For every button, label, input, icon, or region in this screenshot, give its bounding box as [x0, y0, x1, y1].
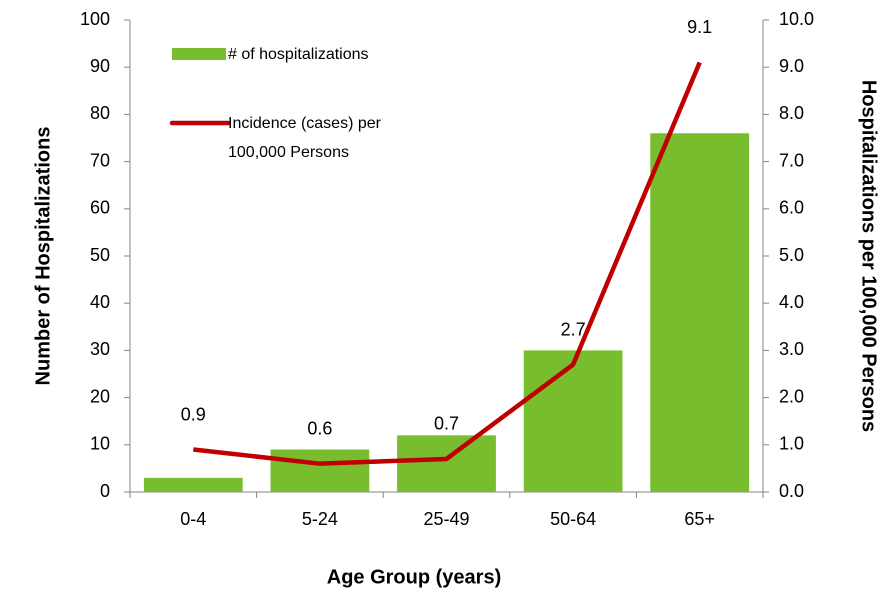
y2-tick-label: 10.0 — [779, 9, 814, 29]
y2-tick-label: 9.0 — [779, 56, 804, 76]
y-tick-label: 10 — [90, 434, 110, 454]
data-label: 0.7 — [434, 414, 459, 434]
y2-axis-title: Hospitalizations per 100,000 Persons — [858, 80, 880, 432]
legend-entry: # of hospitalizations — [228, 45, 369, 63]
x-tick-label: 5-24 — [302, 509, 338, 529]
legend-entry: Incidence (cases) per 100,000 Persons — [228, 114, 381, 161]
x-tick-label: 65+ — [684, 509, 715, 529]
legend-label: # of hospitalizations — [228, 45, 369, 63]
y-tick-label: 90 — [90, 56, 110, 76]
bar — [650, 133, 750, 492]
data-label: 2.7 — [561, 319, 586, 339]
y-axis-title: Number of Hospitalizations — [32, 127, 54, 386]
y-tick-label: 80 — [90, 103, 110, 123]
legend-swatch — [172, 48, 226, 60]
y-tick-label: 30 — [90, 339, 110, 359]
bar — [143, 477, 243, 492]
data-label: 0.9 — [181, 404, 206, 424]
y-tick-label: 100 — [80, 9, 110, 29]
line — [193, 61, 702, 466]
bar — [270, 449, 370, 492]
x-tick-label: 0-4 — [180, 509, 206, 529]
y2-tick-label: 0.0 — [779, 481, 804, 501]
y-tick-label: 60 — [90, 198, 110, 218]
y2-tick-label: 8.0 — [779, 103, 804, 123]
y2-tick-label: 7.0 — [779, 150, 804, 170]
y-tick-label: 50 — [90, 245, 110, 265]
bar — [397, 435, 496, 492]
y-tick-label: 40 — [90, 292, 110, 312]
bar — [523, 350, 623, 492]
legend-label: Incidence (cases) per 100,000 Persons — [228, 114, 381, 161]
data-label: 0.6 — [307, 418, 332, 438]
y2-tick-label: 5.0 — [779, 245, 804, 265]
y-tick-label: 0 — [100, 481, 110, 501]
x-tick-label: 25-49 — [423, 509, 469, 529]
data-label: 9.1 — [687, 17, 712, 37]
y2-tick-label: 1.0 — [779, 434, 804, 454]
y-tick-label: 70 — [90, 150, 110, 170]
y2-tick-label: 2.0 — [779, 386, 804, 406]
x-axis-title: Age Group (years) — [327, 566, 501, 588]
y-tick-label: 20 — [90, 386, 110, 406]
x-tick-label: 50-64 — [550, 509, 596, 529]
y2-tick-label: 3.0 — [779, 339, 804, 359]
y2-tick-label: 6.0 — [779, 198, 804, 218]
y2-tick-label: 4.0 — [779, 292, 804, 312]
